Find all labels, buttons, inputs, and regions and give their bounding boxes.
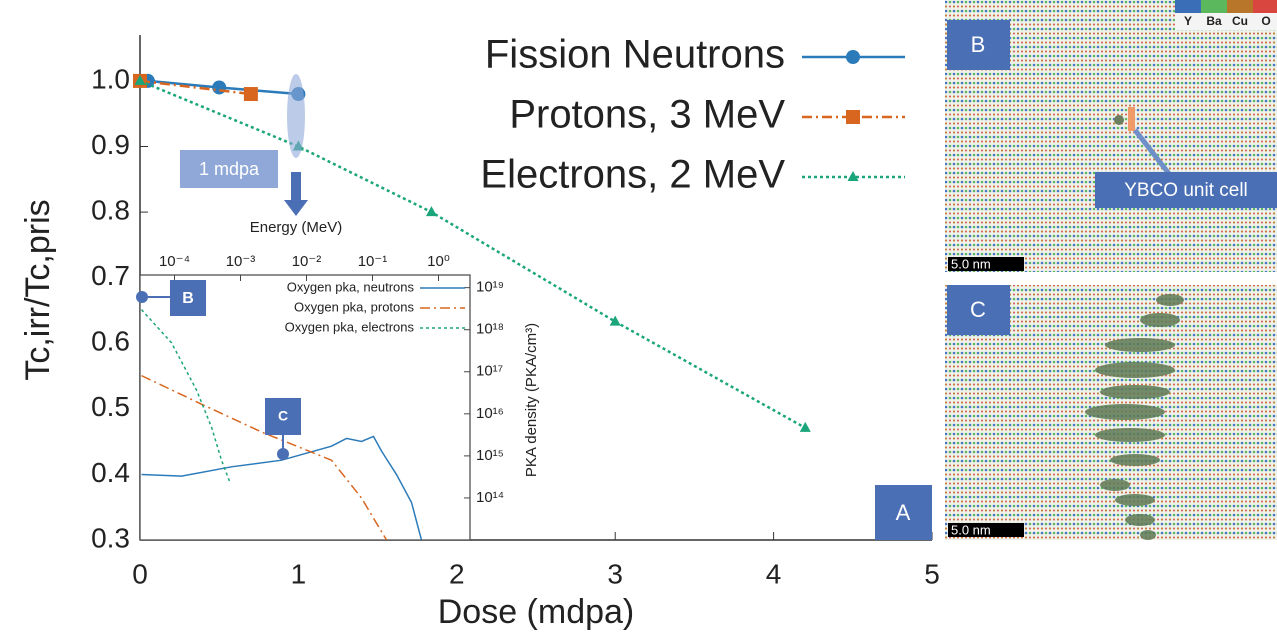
- scale-bar: [948, 523, 1024, 537]
- y-tick-label: 1.0: [91, 63, 130, 94]
- x-tick-label: 5: [924, 558, 940, 589]
- legend-swatch: [1175, 0, 1201, 13]
- y-tick-label: 0.7: [91, 260, 130, 291]
- x-tick-label: 10⁻³: [226, 253, 256, 270]
- annotation: B: [182, 290, 194, 307]
- marker: [799, 421, 811, 432]
- y-tick-label: 0.9: [91, 129, 130, 160]
- y-tick-label: 10¹⁹: [476, 279, 504, 296]
- y-tick-label: 0.6: [91, 326, 130, 357]
- panel-label: B: [971, 32, 986, 57]
- label-box: [1095, 172, 1277, 208]
- pointer: [1133, 128, 1172, 177]
- x-tick-label: 3: [607, 558, 623, 589]
- series-line: [141, 435, 423, 540]
- panel-b: B Y Ba Cu O YBCO unit cell 5.0 nm: [945, 0, 1277, 272]
- panel-c: C 5.0 nm: [945, 285, 1277, 540]
- inset-chart: 10⁻⁴ 10⁻³ 10⁻² 10⁻¹ 10⁰ 10¹⁴ 10¹⁵ 10¹⁶ 10¹⁷ 10¹⁸ 1…: [139, 219, 540, 541]
- y-tick-label: 0.3: [91, 522, 130, 553]
- series-line: [141, 374, 388, 540]
- pointer-dot: [136, 291, 148, 303]
- marker: [609, 315, 621, 326]
- y-tick-label: 10¹⁸: [476, 321, 504, 338]
- damage-cascade: [1085, 294, 1184, 540]
- label-box: [170, 280, 206, 316]
- x-axis-label: Energy (MeV): [250, 219, 343, 236]
- legend-label: Fission Neutrons: [485, 33, 785, 77]
- legend-swatch: [1227, 0, 1253, 13]
- x-tick-label: 4: [766, 558, 782, 589]
- legend-label: Oxygen pka, electrons: [285, 319, 415, 334]
- y-tick-label: 0.5: [91, 391, 130, 422]
- y-tick-label: 10¹⁵: [476, 447, 504, 464]
- x-tick-label: 0: [132, 558, 148, 589]
- y-tick-label: 10¹⁶: [476, 405, 504, 422]
- legend-label: Protons, 3 MeV: [509, 93, 785, 137]
- panel-label: C: [970, 297, 986, 322]
- annotations: B C 1 mdpa A: [136, 74, 932, 540]
- marker: [846, 110, 860, 124]
- annotation: YBCO unit cell: [1124, 180, 1248, 201]
- x-tick-label: 1: [291, 558, 307, 589]
- x-tick-label: 10⁻⁴: [159, 253, 190, 270]
- marker: [846, 50, 860, 64]
- y-axis-label: Tc,irr/Tc,pris: [19, 199, 57, 380]
- annotation: C: [278, 408, 288, 424]
- atom-blob: [1114, 115, 1124, 125]
- marker: [425, 206, 437, 217]
- label-box: [947, 285, 1010, 335]
- legend-swatch: [1201, 0, 1227, 13]
- series-line: [139, 79, 252, 96]
- legend-swatch: [1253, 0, 1277, 13]
- annotation: A: [896, 500, 911, 525]
- highlight: [287, 74, 305, 158]
- y-axis-label: PKA density (PKA/cm³): [523, 323, 540, 477]
- label-box: [947, 20, 1010, 70]
- series-line: [140, 309, 231, 482]
- marker: [243, 87, 258, 102]
- x-tick-label: 10⁻¹: [358, 253, 388, 270]
- y-tick-label: 0.4: [91, 457, 130, 488]
- legend-label: Electrons, 2 MeV: [480, 153, 785, 197]
- label-box: [875, 485, 932, 540]
- x-tick-label: 10⁰: [427, 253, 450, 270]
- y-tick-label: 10¹⁴: [476, 489, 504, 506]
- legend-label: Y: [1184, 14, 1192, 28]
- scale-bar: [948, 257, 1024, 271]
- annotation: 1 mdpa: [199, 159, 260, 179]
- x-tick-label: 2: [449, 558, 465, 589]
- legend-label: Oxygen pka, protons: [294, 299, 414, 314]
- legend-label: Cu: [1232, 14, 1248, 28]
- scale-label: 5.0 nm: [951, 256, 991, 271]
- label-box: [180, 150, 278, 188]
- legend-label: Ba: [1206, 14, 1222, 28]
- inset-frame: [139, 274, 471, 541]
- y-tick-label: 0.8: [91, 194, 130, 225]
- main-chart: 0.3 0.4 0.5 0.6 0.7 0.8 0.9 1.0 0 1 2 3 4 5 Dose (mdpa…: [19, 33, 940, 631]
- x-tick-label: 10⁻²: [292, 253, 322, 270]
- legend-label: Oxygen pka, neutrons: [287, 279, 415, 294]
- x-axis-label: Dose (mdpa): [438, 593, 635, 631]
- unit-cell: [1128, 107, 1135, 131]
- marker: [847, 171, 859, 181]
- legend-label: O: [1261, 14, 1270, 28]
- y-tick-label: 10¹⁷: [476, 363, 503, 380]
- marker: [212, 80, 227, 95]
- scale-label: 5.0 nm: [951, 522, 991, 537]
- marker: [134, 74, 146, 85]
- pointer-dot: [277, 448, 289, 460]
- label-box: [265, 398, 301, 435]
- arrow: [284, 172, 308, 216]
